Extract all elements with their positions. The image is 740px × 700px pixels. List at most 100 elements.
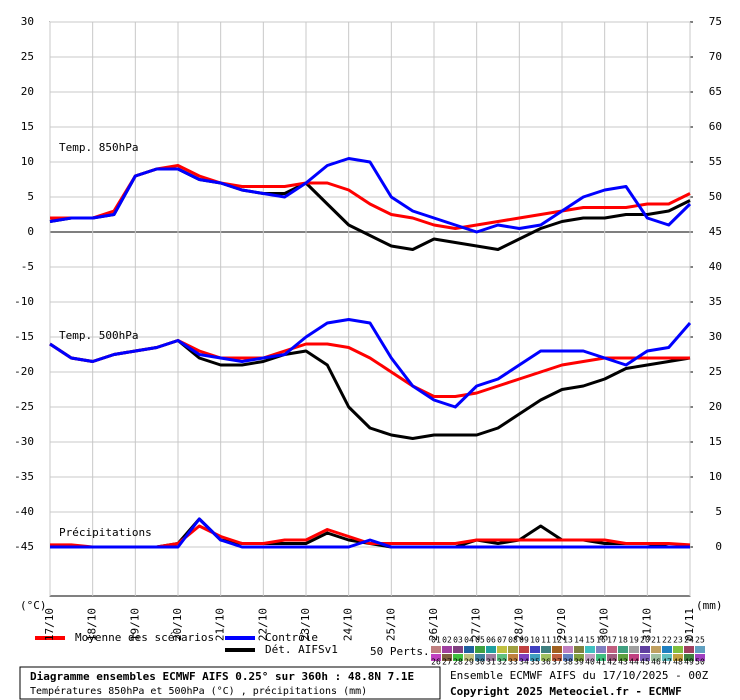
perturbation-swatch xyxy=(508,646,518,653)
y2-tick-label: 5 xyxy=(715,505,722,518)
x-tick-label: 24/10 xyxy=(342,608,355,641)
x-tick-label: 23/10 xyxy=(299,608,312,641)
y2-tick-label: 65 xyxy=(709,85,722,98)
perturbation-label: 06 xyxy=(486,636,496,645)
perturbation-label: 28 xyxy=(453,658,463,667)
perturbation-swatch xyxy=(618,654,628,661)
y2-tick-label: 35 xyxy=(709,295,722,308)
perturbation-label: 02 xyxy=(442,636,452,645)
perturbation-label: 37 xyxy=(552,658,562,667)
perturbation-swatch xyxy=(607,654,617,661)
perturbation-label: 13 xyxy=(563,636,573,645)
y2-tick-label: 0 xyxy=(715,540,722,553)
y-tick-label: 0 xyxy=(27,225,34,238)
x-tick-label: 27/10 xyxy=(470,608,483,641)
perturbation-label: 09 xyxy=(519,636,529,645)
perturbation-swatch xyxy=(541,646,551,653)
x-tick-label: 22/10 xyxy=(256,608,269,641)
perturbation-swatch xyxy=(585,646,595,653)
y2-tick-label: 60 xyxy=(709,120,722,133)
annotation: Précipitations xyxy=(59,526,152,539)
perturbation-swatch xyxy=(585,654,595,661)
perturbation-label: 12 xyxy=(552,636,562,645)
perturbation-swatch xyxy=(431,654,441,661)
y2-tick-label: 40 xyxy=(709,260,722,273)
perturbation-label: 14 xyxy=(574,636,584,645)
y-tick-label: -45 xyxy=(14,540,34,553)
x-tick-label: 18/10 xyxy=(86,608,99,641)
perturbation-swatch xyxy=(662,646,672,653)
chart-title: Diagramme ensembles ECMWF AIFS 0.25° sur… xyxy=(30,670,414,683)
y-tick-label: 15 xyxy=(21,120,34,133)
y-tick-label: -20 xyxy=(14,365,34,378)
perturbation-label: 42 xyxy=(607,658,617,667)
perturbation-swatch xyxy=(453,646,463,653)
perturbations-label: 50 Perts. xyxy=(370,645,430,658)
perturbation-label: 41 xyxy=(596,658,606,667)
perturbation-label: 23 xyxy=(673,636,683,645)
perturbation-swatch xyxy=(497,646,507,653)
x-tick-label: 26/10 xyxy=(427,608,440,641)
perturbation-label: 04 xyxy=(464,636,474,645)
perturbation-label: 24 xyxy=(684,636,694,645)
perturbation-label: 25 xyxy=(695,636,705,645)
chart-subtitle: Températures 850hPa et 500hPa (°C) , pré… xyxy=(30,685,367,697)
y2-tick-label: 55 xyxy=(709,155,722,168)
perturbation-label: 33 xyxy=(508,658,518,667)
perturbation-swatch xyxy=(464,654,474,661)
x-tick-label: 01/11 xyxy=(683,608,696,641)
y-tick-label: -15 xyxy=(14,330,34,343)
perturbation-swatch xyxy=(574,646,584,653)
y2-tick-label: 30 xyxy=(709,330,722,343)
y2-tick-label: 25 xyxy=(709,365,722,378)
y2-tick-label: 50 xyxy=(709,190,722,203)
y-tick-label: 5 xyxy=(27,190,34,203)
series-line xyxy=(49,318,692,409)
series-line xyxy=(49,157,692,234)
title-box xyxy=(19,666,441,700)
perturbation-swatch xyxy=(695,654,705,661)
perturbation-label: 49 xyxy=(684,658,694,667)
y-tick-label: -35 xyxy=(14,470,34,483)
perturbation-swatch xyxy=(475,654,485,661)
perturbation-swatch xyxy=(596,654,606,661)
perturbation-label: 32 xyxy=(497,658,507,667)
annotation: Temp. 850hPa xyxy=(59,141,138,154)
y2-axis-label: (mm) xyxy=(696,599,723,612)
perturbation-label: 10 xyxy=(530,636,540,645)
y-tick-label: -40 xyxy=(14,505,34,518)
perturbation-label: 03 xyxy=(453,636,463,645)
y-tick-label: -10 xyxy=(14,295,34,308)
perturbation-label: 40 xyxy=(585,658,595,667)
perturbation-label: 16 xyxy=(596,636,606,645)
perturbation-swatch xyxy=(530,654,540,661)
perturbation-label: 43 xyxy=(618,658,628,667)
perturbation-label: 07 xyxy=(497,636,507,645)
perturbation-label: 34 xyxy=(519,658,529,667)
perturbation-label: 05 xyxy=(475,636,485,645)
perturbation-label: 21 xyxy=(651,636,661,645)
perturbation-label: 15 xyxy=(585,636,595,645)
y-axis-label: (°C) xyxy=(20,599,47,612)
perturbation-swatch xyxy=(552,646,562,653)
perturbation-swatch xyxy=(684,654,694,661)
legend-label: Dét. AIFSv1 xyxy=(265,643,338,656)
x-tick-label: 30/10 xyxy=(598,608,611,641)
perturbation-swatch xyxy=(552,654,562,661)
y2-tick-label: 45 xyxy=(709,225,722,238)
y2-tick-label: 70 xyxy=(709,50,722,63)
y2-tick-label: 15 xyxy=(709,435,722,448)
perturbation-swatch xyxy=(651,646,661,653)
perturbation-swatch xyxy=(596,646,606,653)
perturbation-label: 11 xyxy=(541,636,551,645)
perturbation-label: 08 xyxy=(508,636,518,645)
perturbation-label: 50 xyxy=(695,658,705,667)
perturbation-swatch xyxy=(519,654,529,661)
perturbation-label: 36 xyxy=(541,658,551,667)
perturbation-label: 30 xyxy=(475,658,485,667)
perturbation-swatch xyxy=(673,646,683,653)
perturbation-swatch xyxy=(640,654,650,661)
annotation: Temp. 500hPa xyxy=(59,329,138,342)
perturbation-swatch xyxy=(695,646,705,653)
